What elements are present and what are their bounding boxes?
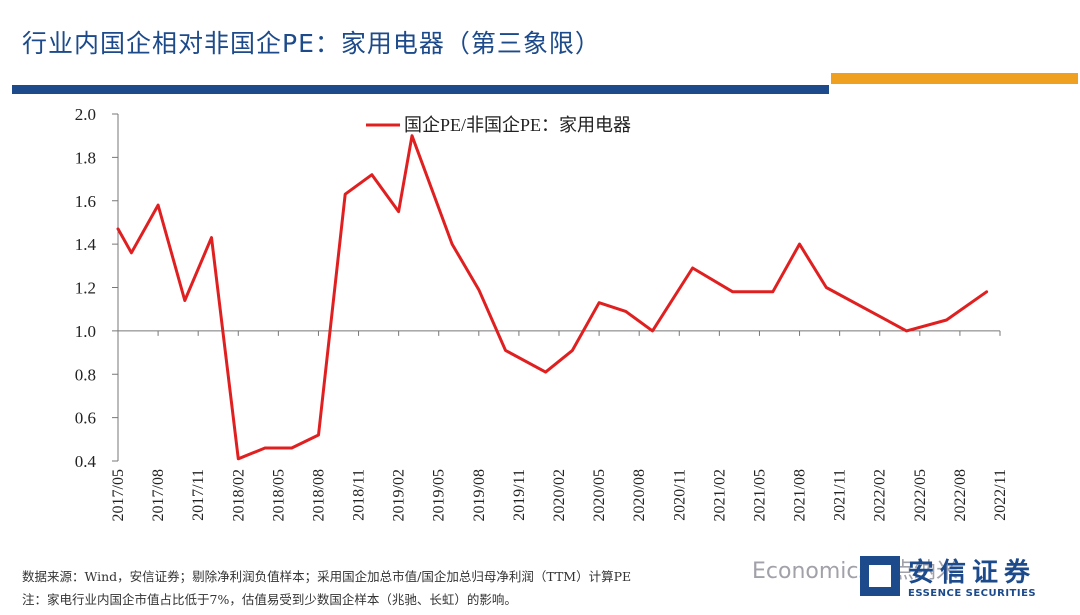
header-divider-blue bbox=[12, 85, 829, 94]
y-tick-label: 0.4 bbox=[75, 452, 97, 471]
data-point bbox=[410, 134, 414, 137]
data-point bbox=[290, 446, 293, 450]
data-point bbox=[156, 203, 160, 207]
x-tick-label: 2022/11 bbox=[992, 469, 1009, 521]
y-tick-label: 1.0 bbox=[75, 322, 96, 341]
x-tick-label: 2019/08 bbox=[471, 469, 488, 521]
footnote: 注：家电行业内国企市值占比低于7%，估值易受到少数国企样本（兆驰、长虹）的影响。 bbox=[22, 592, 517, 607]
x-tick-label: 2018/11 bbox=[351, 469, 368, 521]
data-point bbox=[477, 288, 481, 291]
x-tick-label: 2021/02 bbox=[711, 469, 728, 521]
data-point bbox=[798, 242, 801, 246]
data-point bbox=[691, 266, 694, 270]
x-axis-ticks: 2017/05 2017/08 2017/11 2018/02 2018/05 2018/… bbox=[110, 330, 1009, 521]
data-point bbox=[985, 290, 988, 294]
data-point bbox=[317, 433, 320, 437]
y-tick-label: 0.8 bbox=[75, 365, 96, 384]
data-point bbox=[397, 210, 400, 213]
data-point bbox=[263, 446, 267, 450]
data-point bbox=[116, 227, 120, 231]
data-point bbox=[130, 251, 133, 254]
data-point bbox=[504, 349, 507, 352]
y-tick-label: 2.0 bbox=[75, 105, 96, 124]
y-axis-ticks: 0.4 0.6 0.8 1.0 1.2 1.4 1.6 1.8 2.0 bbox=[75, 105, 118, 471]
x-tick-label: 2021/11 bbox=[832, 469, 849, 521]
x-tick-label: 2017/08 bbox=[150, 469, 167, 521]
data-point bbox=[343, 193, 347, 196]
x-tick-label: 2019/02 bbox=[391, 469, 408, 521]
header-divider-orange bbox=[831, 73, 1078, 84]
chart-axes bbox=[117, 114, 1000, 461]
x-tick-label: 2018/05 bbox=[270, 469, 287, 521]
x-tick-label: 2020/02 bbox=[551, 469, 568, 521]
series-line bbox=[116, 134, 989, 461]
logo-name-cn: 安信证券 bbox=[908, 558, 1037, 588]
data-point bbox=[571, 349, 574, 352]
data-point bbox=[597, 301, 601, 304]
data-point bbox=[825, 286, 828, 289]
data-point bbox=[905, 329, 908, 333]
y-tick-label: 1.2 bbox=[75, 279, 96, 298]
x-tick-label: 2017/05 bbox=[110, 469, 127, 521]
logo-name-en: ESSENCE SECURITIES bbox=[908, 588, 1037, 599]
x-tick-label: 2019/11 bbox=[511, 469, 528, 521]
x-tick-label: 2020/11 bbox=[671, 469, 688, 521]
watermark-text: Economics一点纳米 bbox=[752, 559, 958, 584]
data-point bbox=[945, 318, 948, 322]
y-tick-label: 1.4 bbox=[75, 235, 97, 254]
company-logo: 安信证券 ESSENCE SECURITIES bbox=[860, 552, 1070, 608]
x-tick-label: 2020/05 bbox=[591, 469, 608, 521]
chart-legend: 国企PE/非国企PE：家用电器 bbox=[366, 115, 631, 135]
x-tick-label: 2019/05 bbox=[431, 469, 448, 521]
line-chart: 0.40.60.81.01.21.41.61.82.0 2017/05 2017/… bbox=[75, 105, 1009, 521]
x-tick-label: 2021/05 bbox=[751, 469, 768, 521]
page-title: 行业内国企相对非国企PE：家用电器（第三象限） bbox=[22, 29, 601, 58]
data-point bbox=[237, 457, 240, 461]
x-tick-label: 2017/11 bbox=[190, 469, 207, 521]
y-tick-label: 1.8 bbox=[75, 148, 96, 167]
x-tick-label: 2018/08 bbox=[310, 469, 327, 521]
data-point bbox=[731, 290, 734, 294]
data-point bbox=[210, 236, 213, 239]
data-point bbox=[624, 310, 628, 313]
chart-series bbox=[116, 134, 989, 461]
logo-mark-icon bbox=[860, 556, 900, 596]
y-tick-label: 1.6 bbox=[75, 192, 96, 211]
x-tick-label: 2022/02 bbox=[872, 469, 889, 521]
x-tick-label: 2021/08 bbox=[792, 469, 809, 521]
data-point bbox=[771, 290, 775, 294]
x-tick-label: 2022/08 bbox=[952, 469, 969, 521]
data-point bbox=[651, 329, 654, 333]
data-point bbox=[183, 299, 187, 302]
x-tick-label: 2018/02 bbox=[230, 469, 247, 521]
data-point bbox=[865, 307, 868, 311]
data-point bbox=[370, 173, 374, 176]
y-tick-label: 0.6 bbox=[75, 409, 96, 428]
data-point bbox=[450, 242, 454, 246]
x-tick-label: 2020/08 bbox=[631, 469, 648, 521]
x-tick-label: 2022/05 bbox=[912, 469, 929, 521]
legend-label: 国企PE/非国企PE：家用电器 bbox=[404, 115, 631, 135]
source-note: 数据来源：Wind，安信证券；剔除净利润负值样本；采用国企加总市值/国企加总归母… bbox=[22, 569, 632, 584]
data-point bbox=[544, 370, 547, 374]
